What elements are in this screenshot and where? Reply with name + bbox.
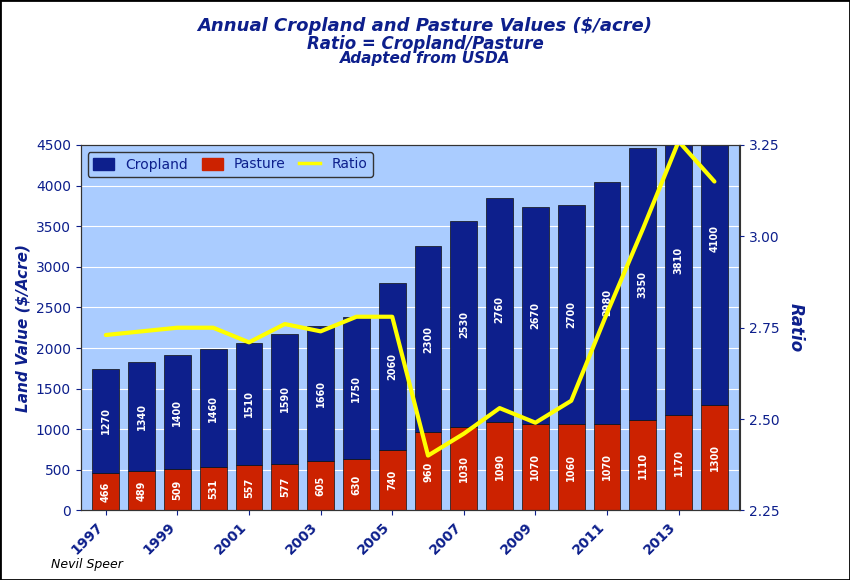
Y-axis label: Ratio: Ratio	[787, 303, 805, 352]
Text: 1460: 1460	[208, 394, 218, 422]
Text: 531: 531	[208, 478, 218, 499]
Text: 630: 630	[351, 474, 361, 495]
Text: 2980: 2980	[602, 289, 612, 316]
Bar	[343, 317, 370, 459]
Bar	[415, 246, 441, 433]
Text: 557: 557	[244, 478, 254, 498]
Bar	[450, 427, 477, 510]
Bar	[415, 433, 441, 510]
Text: 2700: 2700	[566, 301, 576, 328]
Text: 1340: 1340	[137, 403, 146, 430]
Text: 1070: 1070	[602, 454, 612, 480]
Bar	[128, 471, 155, 510]
Text: Adapted from USDA: Adapted from USDA	[340, 51, 510, 66]
Bar	[164, 356, 191, 469]
Bar	[486, 198, 513, 422]
Text: 1300: 1300	[710, 444, 719, 471]
Text: 740: 740	[388, 470, 397, 491]
Text: 509: 509	[173, 480, 183, 500]
Text: 1270: 1270	[101, 408, 110, 434]
Bar	[93, 473, 119, 510]
Bar	[629, 420, 656, 510]
Bar	[235, 343, 263, 465]
Bar	[629, 148, 656, 420]
Legend: Cropland, Pasture, Ratio: Cropland, Pasture, Ratio	[88, 152, 373, 177]
Bar	[522, 206, 549, 423]
Text: 577: 577	[280, 477, 290, 497]
Text: 1590: 1590	[280, 386, 290, 412]
Text: 1090: 1090	[495, 452, 505, 480]
Bar	[200, 467, 227, 510]
Text: 466: 466	[101, 481, 110, 502]
Bar	[307, 461, 334, 510]
Text: 605: 605	[315, 476, 326, 496]
Bar	[379, 283, 405, 450]
Text: 2670: 2670	[530, 302, 541, 329]
Text: 1750: 1750	[351, 375, 361, 402]
Text: Annual Cropland and Pasture Values ($/acre): Annual Cropland and Pasture Values ($/ac…	[197, 17, 653, 35]
Text: 960: 960	[423, 461, 433, 481]
Text: 1510: 1510	[244, 390, 254, 418]
Bar	[450, 222, 477, 427]
Bar	[235, 465, 263, 510]
Text: 1660: 1660	[315, 380, 326, 407]
Text: 1400: 1400	[173, 398, 183, 426]
Text: 1110: 1110	[638, 452, 648, 479]
Bar	[593, 423, 620, 510]
Bar	[486, 422, 513, 510]
Text: 2760: 2760	[495, 296, 505, 323]
Bar	[128, 362, 155, 471]
Text: Nevil Speer: Nevil Speer	[51, 559, 123, 571]
Bar	[558, 425, 585, 510]
Text: 1070: 1070	[530, 454, 541, 480]
Bar	[271, 335, 298, 463]
Y-axis label: Land Value ($/Acre): Land Value ($/Acre)	[15, 244, 31, 412]
Bar	[164, 469, 191, 510]
Text: 1060: 1060	[566, 454, 576, 481]
Text: 2300: 2300	[423, 325, 433, 353]
Bar	[593, 182, 620, 423]
Text: 3810: 3810	[674, 247, 683, 274]
Text: 1170: 1170	[674, 450, 683, 476]
Bar	[200, 349, 227, 467]
Text: 2530: 2530	[459, 310, 469, 338]
Bar	[379, 450, 405, 510]
Bar	[343, 459, 370, 510]
Text: Ratio = Cropland/Pasture: Ratio = Cropland/Pasture	[307, 35, 543, 53]
Bar	[701, 72, 728, 405]
Bar	[558, 205, 585, 425]
Text: 1030: 1030	[459, 455, 469, 482]
Text: 3350: 3350	[638, 271, 648, 298]
Text: 4100: 4100	[710, 225, 719, 252]
Text: 489: 489	[137, 480, 146, 501]
Bar	[307, 327, 334, 461]
Text: 2060: 2060	[388, 353, 397, 380]
Bar	[93, 369, 119, 473]
Bar	[271, 463, 298, 510]
Bar	[666, 415, 692, 510]
Bar	[666, 106, 692, 415]
Bar	[522, 423, 549, 510]
Bar	[701, 405, 728, 510]
